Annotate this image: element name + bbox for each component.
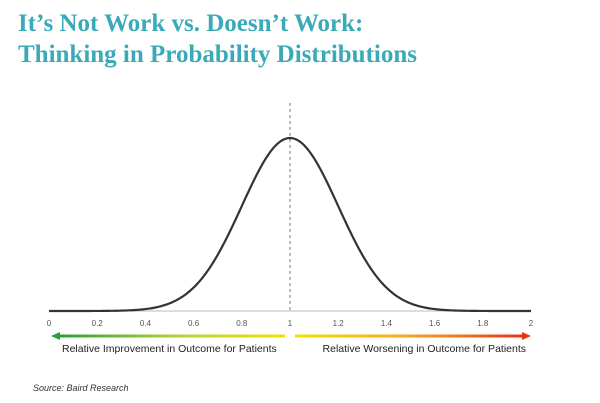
slide-title-line-1: It’s Not Work vs. Doesn’t Work: [18, 10, 364, 37]
improvement-arrowhead [51, 332, 60, 340]
x-tick-label: 0.2 [92, 319, 104, 328]
worsening-arrow-shaft [295, 334, 524, 338]
improvement-label: Relative Improvement in Outcome for Pati… [62, 343, 277, 355]
x-tick-label: 0.4 [140, 319, 152, 328]
x-tick-label: 1.2 [333, 319, 345, 328]
x-tick-label: 0 [47, 319, 52, 328]
x-tick-label: 0.8 [236, 319, 248, 328]
worsening-arrowhead [522, 332, 531, 340]
x-tick-label: 1 [288, 319, 293, 328]
x-tick-label: 1.6 [429, 319, 441, 328]
worsening-label: Relative Worsening in Outcome for Patien… [323, 343, 526, 355]
x-tick-label: 1.8 [477, 319, 489, 328]
x-tick-label: 2 [529, 319, 534, 328]
x-tick-label: 0.6 [188, 319, 200, 328]
x-tick-label: 1.4 [381, 319, 393, 328]
improvement-arrow-shaft [58, 334, 285, 338]
distribution-curve [49, 136, 531, 313]
slide-title: It’s Not Work vs. Doesn’t Work: Thinking… [18, 8, 417, 70]
slide-title-line-2: Thinking in Probability Distributions [18, 41, 417, 68]
source-note: Source: Baird Research [33, 383, 129, 393]
